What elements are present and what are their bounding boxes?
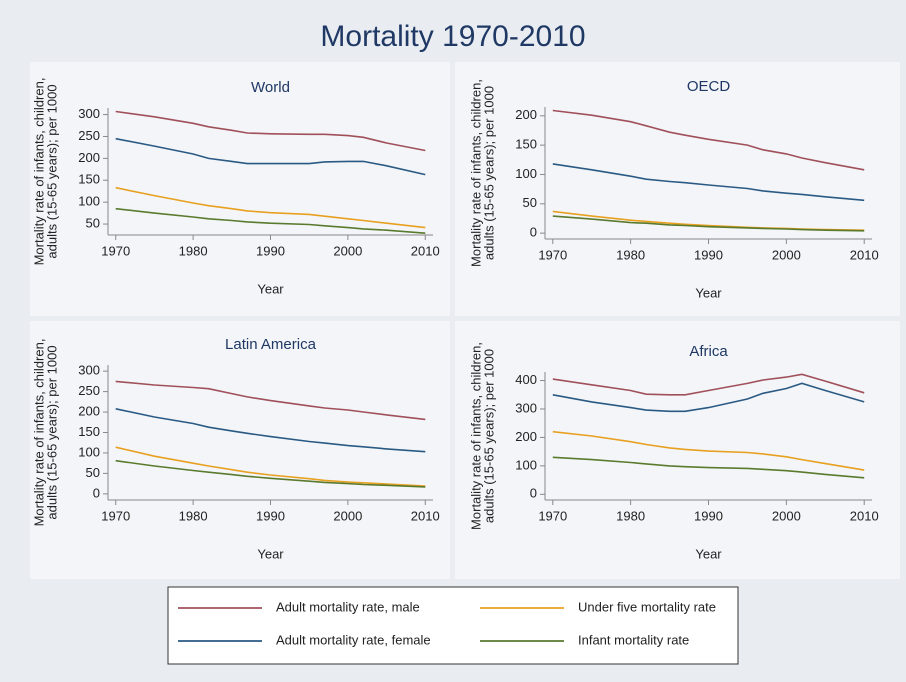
panel [30, 62, 450, 316]
legend-label: Infant mortality rate [578, 632, 689, 647]
y-axis-label: adults (15-65 years); per 1000 [481, 86, 496, 260]
y-axis-label: adults (15-65 years); per 1000 [44, 84, 59, 258]
y-tick-label: 100 [78, 444, 100, 459]
line [552, 109, 865, 171]
line [115, 459, 426, 488]
y-tick-label: 100 [78, 194, 100, 209]
y-tick-label: 250 [78, 128, 100, 143]
x-tick-label: 1970 [101, 508, 130, 523]
line [115, 137, 426, 176]
y-tick-label: 150 [515, 137, 537, 152]
line [552, 163, 865, 202]
line [115, 380, 426, 421]
subplot-title: World [251, 79, 290, 96]
y-tick-label: 250 [78, 383, 100, 398]
y-tick-label: 150 [78, 172, 100, 187]
line [115, 186, 426, 229]
legend [167, 586, 739, 665]
x-tick-label: 1990 [256, 243, 285, 258]
x-tick-label: 2000 [333, 243, 362, 258]
x-axis-label: Year [257, 546, 284, 561]
line [115, 408, 426, 453]
subplot-title: Latin America [225, 336, 317, 353]
x-tick-label: 2010 [850, 508, 879, 523]
line [552, 373, 865, 396]
line [552, 382, 865, 413]
legend-label: Adult mortality rate, female [276, 632, 431, 647]
x-tick-label: 1980 [616, 247, 645, 262]
line [115, 446, 426, 487]
y-tick-label: 150 [78, 424, 100, 439]
x-tick-label: 1970 [538, 247, 567, 262]
y-axis-label: adults (15-65 years); per 1000 [481, 349, 496, 523]
y-tick-label: 100 [515, 457, 537, 472]
y-tick-label: 300 [515, 400, 537, 415]
line [552, 215, 865, 232]
x-tick-label: 2010 [850, 247, 879, 262]
main-title: Mortality 1970-2010 [320, 20, 585, 53]
x-tick-label: 1970 [101, 243, 130, 258]
y-axis-label: Mortality rate of infants, children, [31, 339, 46, 527]
x-tick-label: 1980 [179, 508, 208, 523]
y-axis-label: Mortality rate of infants, children, [31, 78, 46, 266]
y-axis-label: adults (15-65 years); per 1000 [44, 345, 59, 519]
x-tick-label: 2000 [772, 508, 801, 523]
y-tick-label: 200 [515, 429, 537, 444]
y-tick-label: 200 [78, 150, 100, 165]
line [115, 110, 426, 152]
legend-label: Under five mortality rate [578, 599, 716, 614]
y-axis-label: Mortality rate of infants, children, [468, 79, 483, 267]
y-tick-label: 300 [78, 363, 100, 378]
legend-label: Adult mortality rate, male [276, 599, 420, 614]
y-tick-label: 0 [530, 225, 537, 240]
y-tick-label: 300 [78, 106, 100, 121]
y-tick-label: 0 [530, 486, 537, 501]
x-axis-label: Year [695, 546, 722, 561]
y-tick-label: 400 [515, 372, 537, 387]
x-tick-label: 1990 [694, 247, 723, 262]
x-tick-label: 1990 [256, 508, 285, 523]
subplot-title: OECD [687, 78, 731, 95]
y-tick-label: 50 [86, 215, 100, 230]
x-tick-label: 2010 [411, 508, 440, 523]
y-axis-label: Mortality rate of infants, children, [468, 342, 483, 530]
y-tick-label: 200 [78, 403, 100, 418]
x-tick-label: 1990 [694, 508, 723, 523]
y-tick-label: 200 [515, 107, 537, 122]
x-tick-label: 1980 [616, 508, 645, 523]
x-tick-label: 2000 [772, 247, 801, 262]
line [115, 207, 426, 234]
line [552, 430, 865, 471]
x-tick-label: 2000 [333, 508, 362, 523]
panel [455, 321, 900, 579]
x-tick-label: 1980 [179, 243, 208, 258]
x-axis-label: Year [257, 281, 284, 296]
subplot-title: Africa [689, 343, 728, 360]
y-tick-label: 100 [515, 166, 537, 181]
x-axis-label: Year [695, 285, 722, 300]
x-tick-label: 2010 [411, 243, 440, 258]
line [552, 456, 865, 479]
y-tick-label: 50 [86, 465, 100, 480]
y-tick-label: 0 [93, 485, 100, 500]
y-tick-label: 50 [523, 195, 537, 210]
panel [30, 321, 450, 579]
x-tick-label: 1970 [538, 508, 567, 523]
panel [455, 62, 900, 316]
